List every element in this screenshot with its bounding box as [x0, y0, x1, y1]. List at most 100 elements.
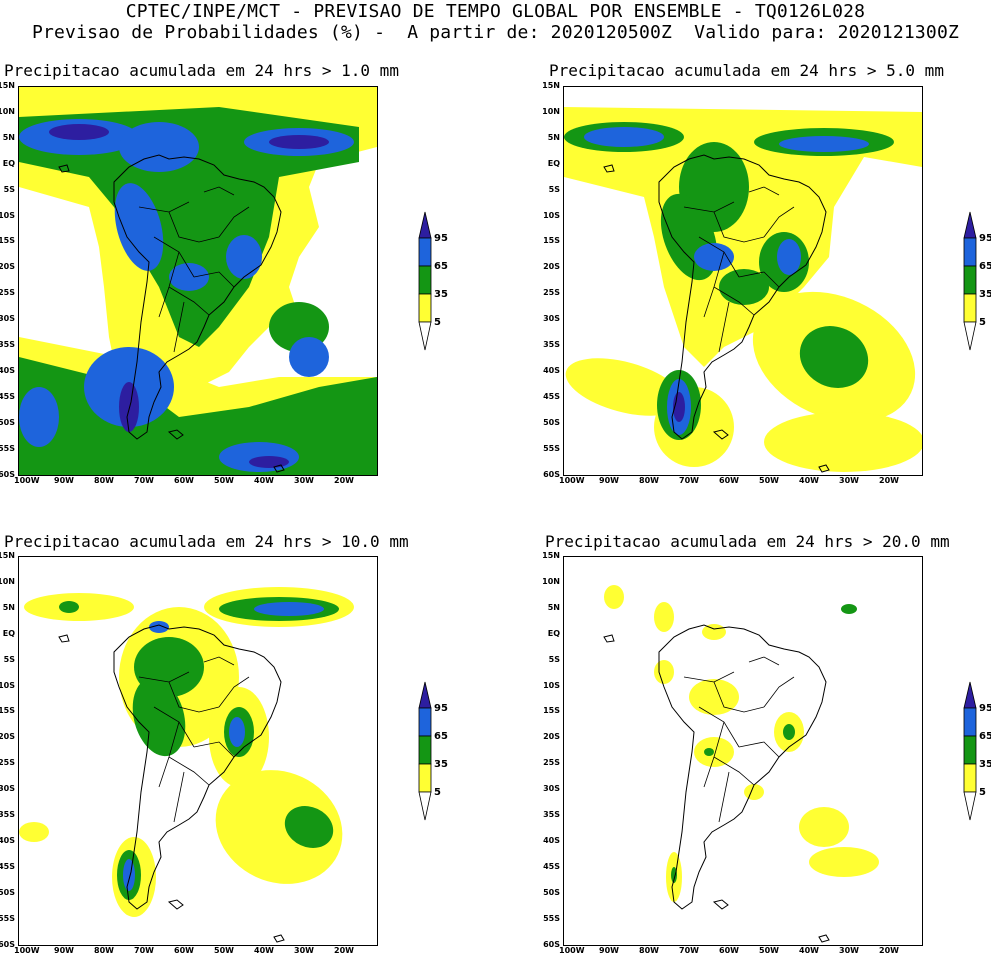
- longitude-label: 100W: [559, 476, 585, 485]
- legend-label: 65: [434, 261, 448, 272]
- latitude-label: 30S: [543, 314, 560, 324]
- latitude-label: 15S: [543, 706, 560, 716]
- probability-contour-35: [671, 867, 677, 883]
- latitude-label: 50S: [0, 417, 15, 427]
- probability-contour-5: [19, 822, 49, 842]
- longitude-label: 80W: [94, 946, 114, 955]
- panel-4-title: Precipitacao acumulada em 24 hrs > 20.0 …: [545, 532, 950, 551]
- longitude-label: 80W: [639, 476, 659, 485]
- latitude-label: 10N: [0, 576, 15, 586]
- probability-map-10mm: [18, 556, 378, 946]
- legend-label: 35: [979, 759, 991, 770]
- coastline: [603, 154, 830, 473]
- longitude-label: 90W: [54, 946, 74, 955]
- probability-contour-35: [704, 748, 714, 756]
- longitude-label: 70W: [134, 476, 154, 485]
- country-borders: [138, 186, 250, 353]
- probability-contour-65: [779, 136, 869, 152]
- probability-map-20mm: [563, 556, 923, 946]
- longitude-label: 20W: [334, 946, 354, 955]
- legend-swatch-65: [963, 707, 977, 737]
- latitude-label: 15N: [0, 551, 15, 560]
- latitude-label: 40S: [0, 835, 15, 845]
- probability-contour-65: [119, 122, 199, 172]
- probability-contour-5: [654, 602, 674, 632]
- longitude-label: 50W: [214, 946, 234, 955]
- latitude-label: 10S: [0, 680, 15, 690]
- legend-triangle-0: [418, 791, 432, 821]
- latitude-label: 60S: [543, 469, 560, 479]
- probability-contour-5: [809, 847, 879, 877]
- country-borders: [683, 656, 795, 823]
- probability-contour-5: [689, 679, 739, 715]
- latitude-label: 5S: [3, 184, 15, 194]
- longitude-label: 50W: [759, 476, 779, 485]
- longitude-label: 50W: [759, 946, 779, 955]
- legend-swatch-65: [418, 237, 432, 267]
- latitude-label: 20S: [543, 262, 560, 272]
- figure-title-line2: Previsao de Probabilidades (%) - A parti…: [31, 22, 960, 43]
- probability-contour-65: [694, 243, 734, 271]
- longitude-label: 30W: [839, 946, 859, 955]
- longitude-label: 40W: [254, 476, 274, 485]
- longitude-label: 100W: [14, 476, 40, 485]
- legend-swatch-35: [418, 265, 432, 295]
- longitude-label: 80W: [639, 946, 659, 955]
- latitude-label: 25S: [543, 288, 560, 298]
- probability-contour-95: [49, 124, 109, 140]
- latitude-label: 25S: [543, 758, 560, 768]
- precipitation-probability-field: [564, 107, 922, 472]
- longitude-label: 40W: [799, 946, 819, 955]
- latitude-label: 45S: [0, 391, 15, 401]
- latitude-label: 15S: [0, 706, 15, 716]
- latitude-label: 15N: [0, 81, 15, 90]
- longitude-label: 70W: [679, 946, 699, 955]
- coastline: [58, 154, 285, 473]
- latitude-label: 10S: [543, 680, 560, 690]
- longitude-label: 70W: [679, 476, 699, 485]
- latitude-label: 55S: [0, 913, 15, 923]
- legend-triangle-95: [963, 211, 977, 239]
- latitude-label: 5S: [548, 184, 560, 194]
- latitude-label: 15N: [542, 551, 560, 560]
- legend-label: 65: [979, 261, 991, 272]
- probability-contour-5: [799, 807, 849, 847]
- panel-1-title: Precipitacao acumulada em 24 hrs > 1.0 m…: [4, 61, 399, 80]
- latitude-label: 20S: [0, 732, 15, 742]
- probability-contour-5: [654, 660, 674, 684]
- latitude-label: 20S: [543, 732, 560, 742]
- longitude-label: 20W: [879, 476, 899, 485]
- legend-colorbar-1: 95 65 35 5: [418, 210, 458, 355]
- latitude-label: 5S: [3, 654, 15, 664]
- latitude-label: 15S: [543, 236, 560, 246]
- latitude-label: 50S: [543, 417, 560, 427]
- probability-contour-35: [59, 601, 79, 613]
- probability-contour-35: [19, 107, 359, 347]
- longitude-label: 70W: [134, 946, 154, 955]
- latitude-label: 30S: [0, 784, 15, 794]
- probability-contour-65: [777, 239, 801, 275]
- coastline: [603, 624, 830, 943]
- legend-triangle-0: [963, 791, 977, 821]
- probability-contour-95: [269, 135, 329, 149]
- legend-colorbar-4: 95 65 35 5: [963, 680, 991, 825]
- probability-contour-95: [119, 382, 139, 432]
- probability-contour-5: [565, 358, 683, 416]
- latitude-label: 35S: [543, 340, 560, 349]
- probability-contour-35: [284, 806, 334, 848]
- latitude-label: 10S: [0, 210, 15, 220]
- legend-label: 65: [434, 731, 448, 742]
- precipitation-probability-field: [19, 587, 354, 917]
- country-borders: [683, 186, 795, 353]
- probability-contour-95: [249, 456, 289, 468]
- longitude-label: 90W: [599, 476, 619, 485]
- legend-label: 95: [979, 703, 991, 714]
- latitude-label: 35S: [0, 810, 15, 819]
- longitude-label: 60W: [719, 476, 739, 485]
- latitude-label: 5N: [547, 132, 560, 142]
- probability-contour-5: [764, 412, 922, 472]
- latitude-label: 10N: [0, 106, 15, 116]
- longitude-label: 60W: [174, 476, 194, 485]
- precipitation-probability-field: [604, 585, 879, 902]
- longitude-label: 30W: [839, 476, 859, 485]
